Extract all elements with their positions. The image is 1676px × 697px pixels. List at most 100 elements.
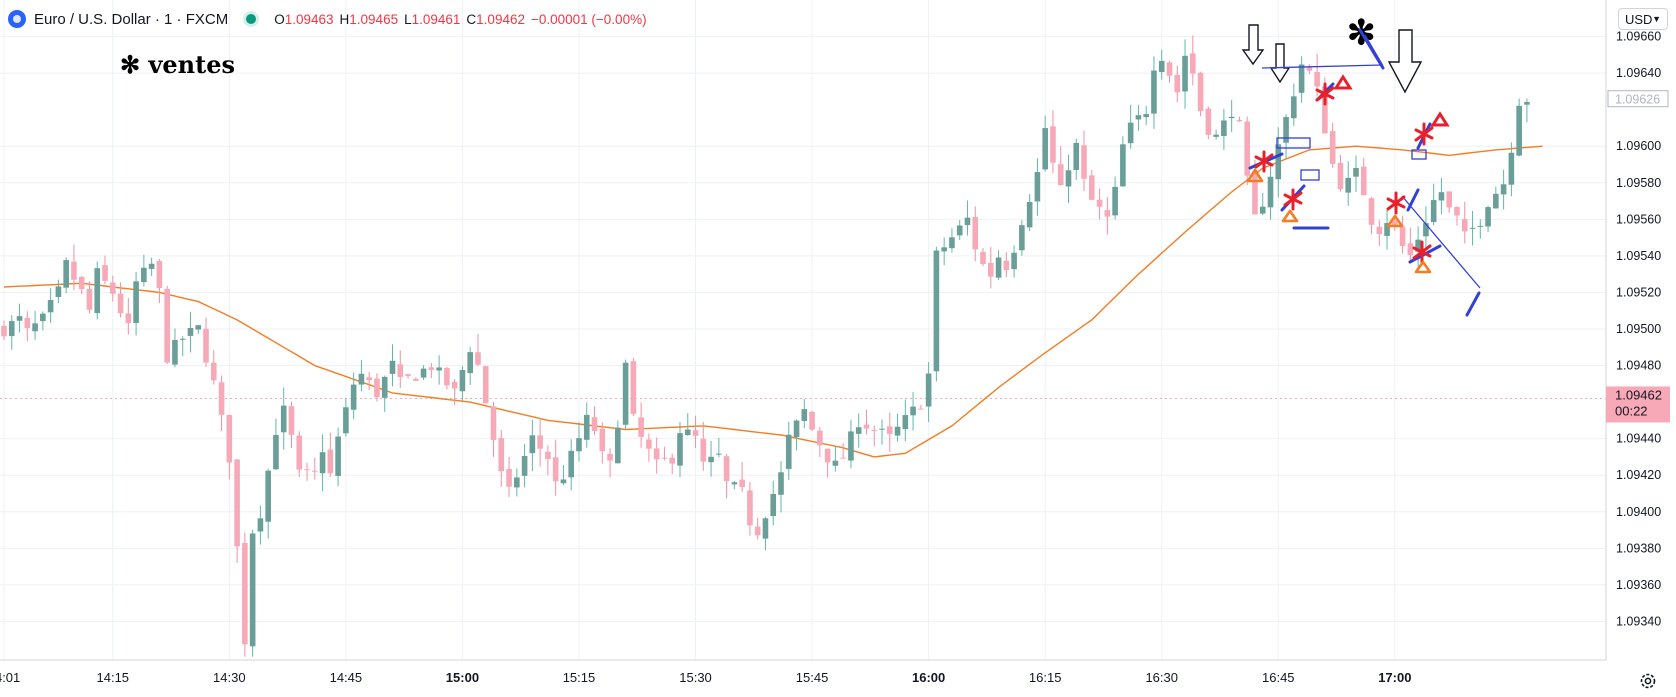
candle [824, 448, 831, 478]
time-axis[interactable]: 14:01 14:15 14:30 14:45 15:00 15:15 15:30 15:45… [0, 659, 1606, 697]
symbol-title[interactable]: Euro / U.S. Dollar · 1 · FXCM [34, 10, 229, 28]
candle [1205, 106, 1212, 140]
trend-line-drawing[interactable] [1401, 195, 1481, 289]
candle [1003, 252, 1010, 277]
candle [172, 328, 178, 368]
price-tick-label: 1.09440 [1616, 432, 1661, 446]
candle [1267, 162, 1274, 220]
candle [420, 365, 427, 381]
candle [583, 402, 590, 448]
box-drawing[interactable] [1276, 137, 1311, 149]
candle [436, 355, 442, 385]
candle [482, 366, 489, 404]
candle [506, 456, 512, 498]
red-triangle-mark[interactable] [1430, 111, 1450, 127]
candle [374, 373, 380, 402]
candle [1469, 211, 1476, 246]
candle [972, 206, 979, 262]
currency-dropdown[interactable]: USD ▼ [1618, 8, 1668, 30]
candle [669, 453, 676, 475]
candle [428, 362, 435, 379]
price-tick-label: 1.09340 [1616, 614, 1661, 628]
candle [413, 377, 419, 382]
text-annotation[interactable]: ✻ ventes [120, 50, 235, 79]
candle [879, 419, 885, 445]
candle [1011, 245, 1017, 278]
orange-triangle-mark[interactable] [1386, 214, 1404, 228]
candle [684, 412, 691, 437]
time-tick-label: 14:45 [330, 670, 363, 685]
down-arrow-drawing[interactable] [1241, 24, 1265, 66]
candle [343, 398, 349, 437]
red-triangle-mark[interactable] [1333, 74, 1353, 90]
candle [1298, 56, 1305, 103]
candle [1135, 104, 1142, 131]
box-drawing[interactable] [1300, 169, 1320, 181]
time-tick-label: 17:00 [1378, 670, 1411, 685]
candle [1228, 100, 1235, 133]
candle [925, 362, 932, 423]
gear-icon[interactable] [1638, 671, 1658, 691]
candle [615, 420, 621, 464]
candle [949, 228, 955, 253]
last-price-label: 1.09462 00:22 [1606, 386, 1670, 423]
red-cross-mark[interactable] [1414, 122, 1434, 146]
candle [1508, 142, 1515, 197]
candle [700, 421, 707, 471]
price-tick-label: 1.09540 [1616, 249, 1661, 263]
candle [1454, 206, 1460, 226]
last-price-value: 1.09462 [1615, 387, 1662, 402]
price-tick-label: 1.09420 [1616, 468, 1661, 482]
candle [1368, 197, 1375, 235]
box-drawing[interactable] [1411, 149, 1427, 160]
candle [335, 427, 341, 487]
candle [918, 405, 924, 410]
trend-line-drawing[interactable] [1465, 291, 1481, 317]
down-arrow-drawing[interactable] [1387, 29, 1423, 94]
price-tick-label: 1.09360 [1616, 578, 1661, 592]
symbol-legend[interactable]: Euro / U.S. Dollar · 1 · FXCM O1.09463 H… [8, 8, 647, 30]
price-axis[interactable]: 1.09340 1.09360 1.09380 1.09400 1.09420 1.094… [1605, 0, 1676, 697]
trend-line-drawing[interactable] [1358, 28, 1385, 70]
red-cross-mark[interactable] [1254, 150, 1274, 173]
down-arrow-drawing[interactable] [1269, 43, 1291, 84]
candle [1392, 217, 1398, 231]
red-cross-mark[interactable] [1283, 188, 1303, 211]
candle [677, 421, 683, 478]
candle [1143, 105, 1149, 126]
candle [902, 399, 909, 442]
candle [117, 282, 124, 318]
candle [1034, 158, 1041, 216]
candle [1337, 154, 1344, 192]
candle [141, 254, 147, 287]
candle [94, 261, 101, 320]
candle [855, 413, 862, 448]
candle [304, 462, 310, 481]
candle [1174, 65, 1181, 103]
candle [607, 448, 613, 478]
candle [1190, 35, 1196, 86]
candle [218, 375, 225, 432]
orange-triangle-mark[interactable] [1281, 209, 1299, 223]
trend-line-drawing[interactable] [1406, 188, 1420, 212]
candle [63, 257, 69, 294]
candle [661, 446, 668, 461]
candle [273, 418, 279, 470]
red-cross-mark[interactable] [1386, 191, 1406, 215]
red-cross-mark[interactable] [1315, 82, 1335, 106]
candle [1081, 130, 1087, 192]
red-cross-mark[interactable] [1412, 240, 1432, 264]
candle [1353, 155, 1359, 193]
candle [630, 358, 637, 416]
orange-triangle-mark[interactable] [1246, 168, 1264, 183]
price-tick-label: 1.09640 [1616, 66, 1661, 80]
orange-triangle-mark[interactable] [1414, 260, 1432, 274]
candle [32, 310, 38, 340]
candle [1112, 176, 1118, 220]
candle [809, 410, 815, 432]
candle [1042, 115, 1048, 172]
candle [1096, 188, 1103, 220]
candle [358, 359, 365, 392]
candle [210, 350, 217, 385]
